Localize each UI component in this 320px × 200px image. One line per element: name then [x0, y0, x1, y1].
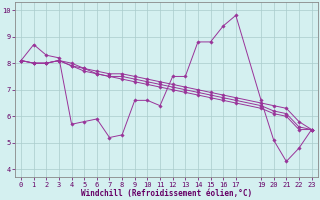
- X-axis label: Windchill (Refroidissement éolien,°C): Windchill (Refroidissement éolien,°C): [81, 189, 252, 198]
